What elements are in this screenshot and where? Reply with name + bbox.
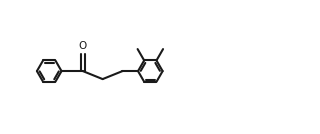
Text: O: O [79,41,87,51]
